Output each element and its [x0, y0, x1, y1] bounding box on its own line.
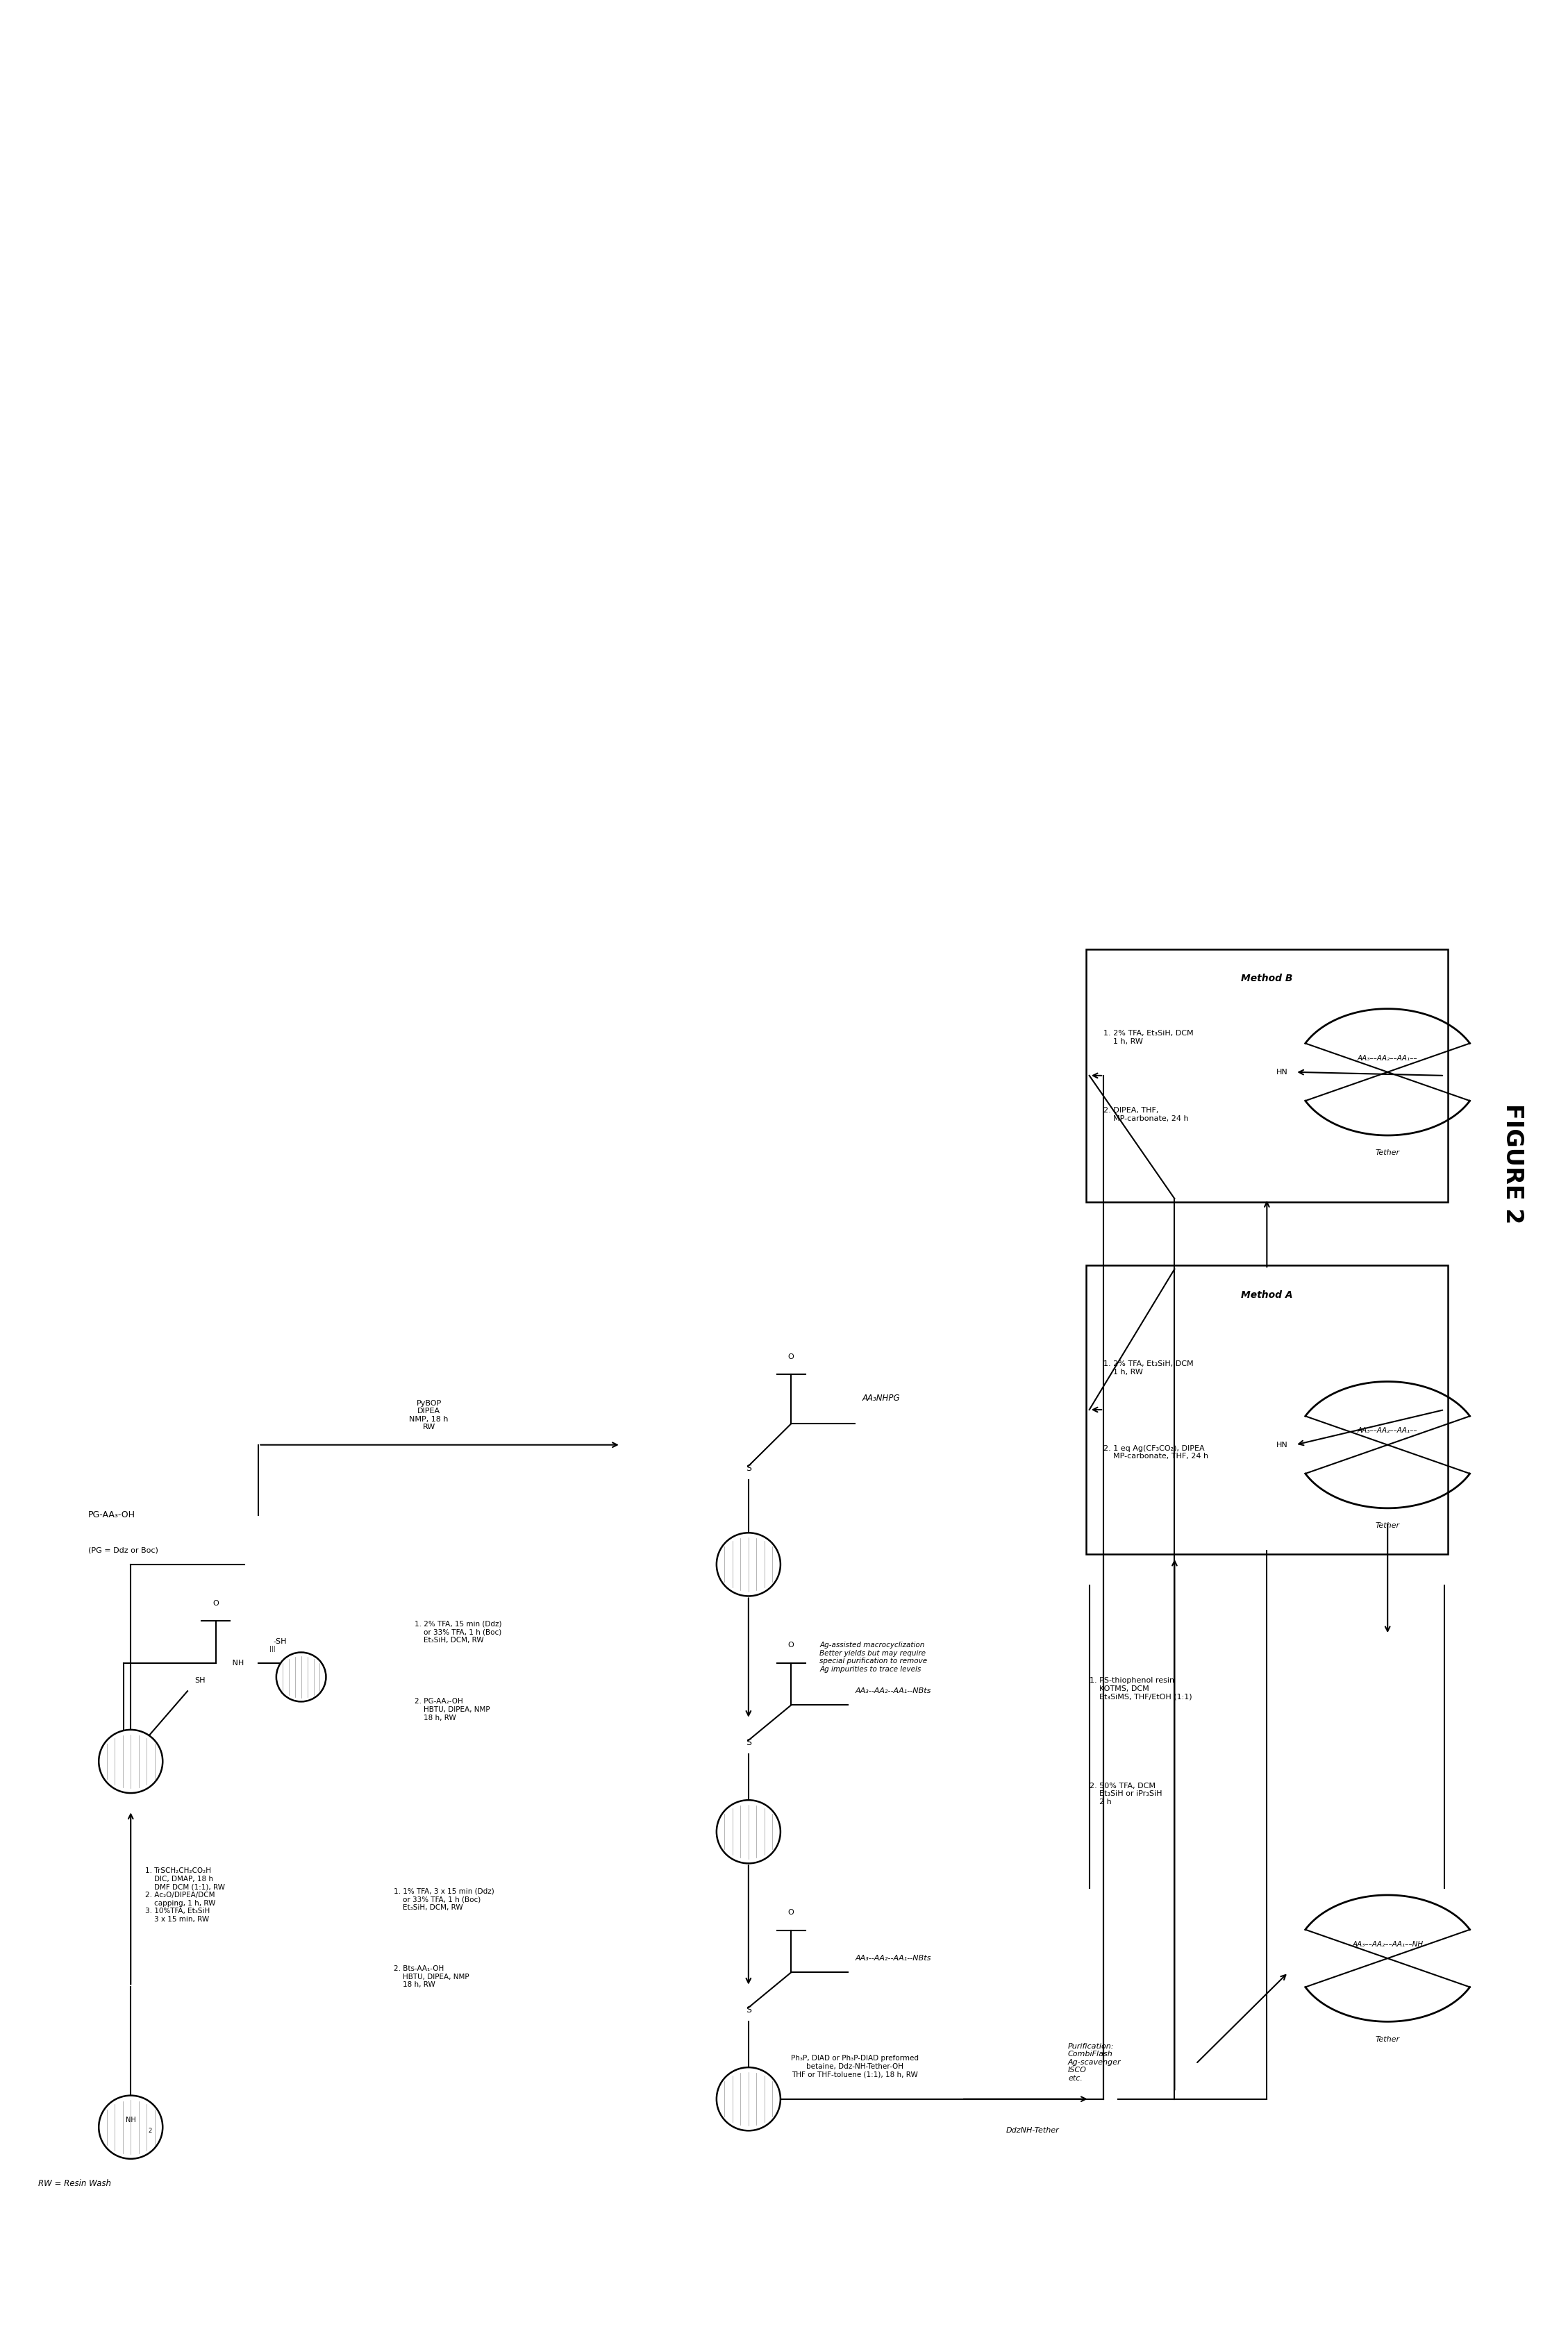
Text: O: O — [789, 1643, 793, 1650]
Text: FIGURE 2: FIGURE 2 — [1502, 1103, 1524, 1224]
Circle shape — [717, 2066, 781, 2132]
Text: -SH: -SH — [273, 1638, 287, 1645]
Text: PyBOP
DIPEA
NMP, 18 h
RW: PyBOP DIPEA NMP, 18 h RW — [409, 1399, 448, 1431]
Text: AA₃NHPG: AA₃NHPG — [862, 1394, 900, 1403]
Text: AA₃--AA₂--AA₁--NBts: AA₃--AA₂--AA₁--NBts — [855, 1687, 931, 1694]
Text: Method A: Method A — [1240, 1289, 1292, 1301]
Text: O: O — [789, 1908, 793, 1915]
FancyBboxPatch shape — [1085, 1266, 1447, 1554]
Text: Tether: Tether — [1375, 1150, 1400, 1157]
Text: NH: NH — [230, 1659, 245, 1666]
Circle shape — [99, 2097, 163, 2159]
Text: AA₃––AA₂––AA₁––: AA₃––AA₂––AA₁–– — [1358, 1426, 1417, 1433]
Text: 1. 2% TFA, Et₃SiH, DCM
    1 h, RW: 1. 2% TFA, Et₃SiH, DCM 1 h, RW — [1104, 1361, 1193, 1375]
Text: 2. 50% TFA, DCM
    Et₃SiH or iPr₃SiH
    2 h: 2. 50% TFA, DCM Et₃SiH or iPr₃SiH 2 h — [1090, 1782, 1162, 1806]
Text: S: S — [746, 1738, 751, 1748]
Text: 1. PS-thiophenol resin
    KOTMS, DCM
    Et₃SiMS, THF/EtOH (1:1): 1. PS-thiophenol resin KOTMS, DCM Et₃SiM… — [1090, 1678, 1192, 1701]
Text: Ph₃P, DIAD or Ph₃P-DIAD preformed
betaine, Ddz-NH-Tether-OH
THF or THF-toluene (: Ph₃P, DIAD or Ph₃P-DIAD preformed betain… — [792, 2055, 919, 2078]
Text: O: O — [789, 1354, 793, 1361]
Text: 1. TrSCH₂CH₂CO₂H
    DIC, DMAP, 18 h
    DMF DCM (1:1), RW
2. Ac₂O/DIPEA/DCM
   : 1. TrSCH₂CH₂CO₂H DIC, DMAP, 18 h DMF DCM… — [144, 1866, 224, 1922]
Text: Tether: Tether — [1375, 2036, 1400, 2043]
Text: HN: HN — [1276, 1440, 1289, 1447]
Text: SH: SH — [194, 1678, 205, 1685]
Text: 2: 2 — [149, 2127, 152, 2134]
Text: HN: HN — [1276, 1068, 1289, 1075]
Circle shape — [99, 1729, 163, 1794]
Text: 2. PG-AA₂-OH
    HBTU, DIPEA, NMP
    18 h, RW: 2. PG-AA₂-OH HBTU, DIPEA, NMP 18 h, RW — [416, 1699, 491, 1722]
Text: Purification:
CombiFlash
Ag-scavenger
ISCO
etc.: Purification: CombiFlash Ag-scavenger IS… — [1068, 2043, 1121, 2083]
Text: Tether: Tether — [1375, 1522, 1400, 1529]
Text: 2. 1 eq Ag(CF₃CO₂), DIPEA
    MP-carbonate, THF, 24 h: 2. 1 eq Ag(CF₃CO₂), DIPEA MP-carbonate, … — [1104, 1445, 1209, 1459]
Text: |||: ||| — [270, 1645, 276, 1652]
Text: 2. Bts-AA₁-OH
    HBTU, DIPEA, NMP
    18 h, RW: 2. Bts-AA₁-OH HBTU, DIPEA, NMP 18 h, RW — [394, 1966, 469, 1990]
Text: PG-AA₃-OH: PG-AA₃-OH — [88, 1510, 135, 1520]
Text: 1. 1% TFA, 3 x 15 min (Ddz)
    or 33% TFA, 1 h (Boc)
    Et₃SiH, DCM, RW: 1. 1% TFA, 3 x 15 min (Ddz) or 33% TFA, … — [394, 1887, 494, 1910]
FancyBboxPatch shape — [1085, 949, 1447, 1203]
Text: 2. DIPEA, THF,
    MP-carbonate, 24 h: 2. DIPEA, THF, MP-carbonate, 24 h — [1104, 1108, 1189, 1122]
Text: RW = Resin Wash: RW = Resin Wash — [38, 2178, 111, 2187]
Text: O: O — [213, 1599, 220, 1606]
Text: AA₃--AA₂--AA₁--NBts: AA₃--AA₂--AA₁--NBts — [855, 1955, 931, 1962]
Text: Ag-assisted macrocyclization
Better yields but may require
special purification : Ag-assisted macrocyclization Better yiel… — [820, 1643, 927, 1673]
Text: DdzNH-Tether: DdzNH-Tether — [1007, 2127, 1058, 2134]
Text: AA₃––AA₂––AA₁––NH: AA₃––AA₂––AA₁––NH — [1352, 1941, 1424, 1948]
Circle shape — [717, 1801, 781, 1864]
Circle shape — [717, 1533, 781, 1596]
Circle shape — [276, 1652, 326, 1701]
Text: S: S — [746, 2006, 751, 2015]
Text: S: S — [746, 1464, 751, 1473]
Text: 1. 2% TFA, 15 min (Ddz)
    or 33% TFA, 1 h (Boc)
    Et₃SiH, DCM, RW: 1. 2% TFA, 15 min (Ddz) or 33% TFA, 1 h … — [416, 1620, 502, 1643]
Text: AA₃––AA₂––AA₁––: AA₃––AA₂––AA₁–– — [1358, 1054, 1417, 1061]
Text: NH: NH — [125, 2118, 136, 2125]
Text: Method B: Method B — [1240, 973, 1292, 984]
Text: (PG = Ddz or Boc): (PG = Ddz or Boc) — [88, 1547, 158, 1554]
Text: 1. 2% TFA, Et₃SiH, DCM
    1 h, RW: 1. 2% TFA, Et₃SiH, DCM 1 h, RW — [1104, 1031, 1193, 1045]
